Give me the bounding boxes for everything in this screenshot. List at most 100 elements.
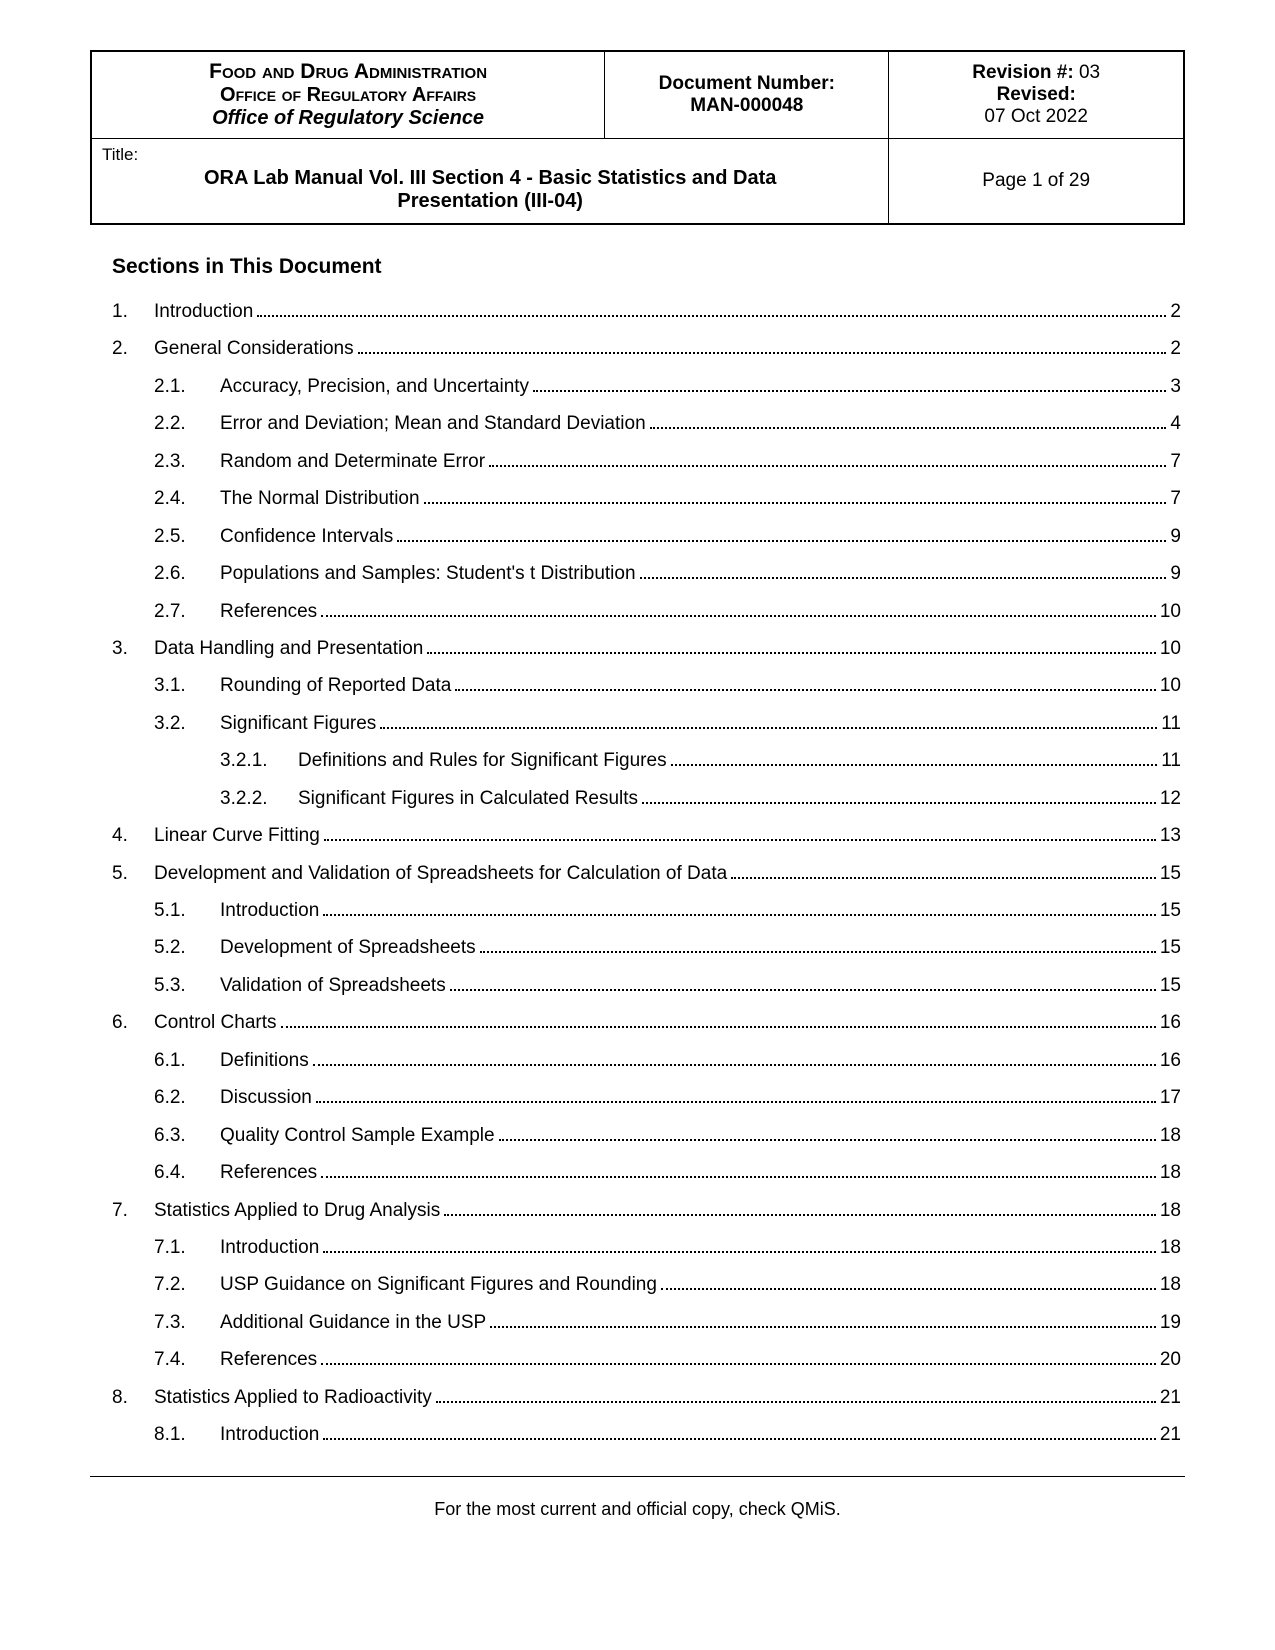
toc-entry[interactable]: 2.3.Random and Determinate Error7 [112,447,1181,476]
toc-number: 3. [112,634,154,663]
toc-page-number: 3 [1170,372,1181,401]
toc-leader-dots [444,1198,1156,1215]
toc-entry[interactable]: 2.6.Populations and Samples: Student's t… [112,559,1181,588]
toc-leader-dots [650,412,1167,429]
toc-entry[interactable]: 3.2.1.Definitions and Rules for Signific… [112,746,1181,775]
toc-entry[interactable]: 2.4.The Normal Distribution7 [112,484,1181,513]
toc-page-number: 18 [1160,1121,1181,1150]
toc-page-number: 21 [1160,1383,1181,1412]
toc-entry[interactable]: 3.2.Significant Figures11 [112,709,1181,738]
toc-entry[interactable]: 6.1.Definitions16 [112,1046,1181,1075]
toc-leader-dots [358,337,1167,354]
toc-entry[interactable]: 5.Development and Validation of Spreadsh… [112,859,1181,888]
toc-entry[interactable]: 8.Statistics Applied to Radioactivity21 [112,1383,1181,1412]
toc-page-number: 9 [1170,522,1181,551]
toc-number: 1. [112,297,154,326]
doc-number-value: MAN-000048 [617,95,876,117]
toc-number: 6.1. [154,1046,220,1075]
toc-page-number: 17 [1160,1083,1181,1112]
toc-entry[interactable]: 7.2.USP Guidance on Significant Figures … [112,1270,1181,1299]
toc-leader-dots [427,637,1156,654]
title-label: Title: [102,145,878,165]
toc-leader-dots [321,1161,1156,1178]
toc-number: 3.2.2. [220,784,298,813]
toc-entry[interactable]: 3.1.Rounding of Reported Data 10 [112,671,1181,700]
toc-number: 3.2. [154,709,220,738]
toc-title: Populations and Samples: Student's t Dis… [220,559,636,588]
toc-leader-dots [323,1236,1156,1253]
toc-entry[interactable]: 2.2.Error and Deviation; Mean and Standa… [112,409,1181,438]
toc-page-number: 10 [1160,597,1181,626]
toc-page-number: 18 [1160,1270,1181,1299]
toc-leader-dots [323,899,1156,916]
toc-leader-dots [480,936,1156,953]
document-title: ORA Lab Manual Vol. III Section 4 - Basi… [102,167,878,213]
toc-title: Error and Deviation; Mean and Standard D… [220,409,646,438]
toc-number: 2.5. [154,522,220,551]
toc-entry[interactable]: 4.Linear Curve Fitting13 [112,821,1181,850]
toc-entry[interactable]: 2.1.Accuracy, Precision, and Uncertainty… [112,372,1181,401]
toc-leader-dots [450,974,1156,991]
title-cell: Title: ORA Lab Manual Vol. III Section 4… [91,139,889,225]
toc-entry[interactable]: 3.Data Handling and Presentation10 [112,634,1181,663]
revised-label: Revised: [901,84,1171,106]
toc-entry[interactable]: 7.3.Additional Guidance in the USP19 [112,1308,1181,1337]
toc-leader-dots [455,674,1156,691]
toc-entry[interactable]: 3.2.2.Significant Figures in Calculated … [112,784,1181,813]
toc-leader-dots [313,1049,1156,1066]
toc-page-number: 21 [1160,1420,1181,1449]
toc-entry[interactable]: 2.5.Confidence Intervals 9 [112,522,1181,551]
toc-entry[interactable]: 7.4.References20 [112,1345,1181,1374]
sections-heading: Sections in This Document [112,255,1185,279]
toc-page-number: 11 [1161,746,1181,775]
toc-title: Confidence Intervals [220,522,393,551]
revision-line: Revision #: 03 [901,62,1171,84]
toc-entry[interactable]: 7.Statistics Applied to Drug Analysis18 [112,1196,1181,1225]
toc-leader-dots [661,1273,1156,1290]
toc-number: 3.1. [154,671,220,700]
toc-number: 7.4. [154,1345,220,1374]
toc-leader-dots [499,1124,1156,1141]
toc-page-number: 2 [1170,297,1181,326]
toc-title: Linear Curve Fitting [154,821,320,850]
toc-title: Statistics Applied to Radioactivity [154,1383,432,1412]
footer-rule [90,1476,1185,1477]
toc-title: Significant Figures [220,709,376,738]
toc-entry[interactable]: 2.7.References10 [112,597,1181,626]
toc-number: 3.2.1. [220,746,298,775]
toc-title: Development and Validation of Spreadshee… [154,859,727,888]
toc-page-number: 10 [1160,671,1181,700]
toc-leader-dots [397,525,1166,542]
toc-entry[interactable]: 5.2.Development of Spreadsheets15 [112,933,1181,962]
org-cell: Food and Drug Administration Office of R… [91,51,605,139]
toc-entry[interactable]: 8.1.Introduction21 [112,1420,1181,1449]
toc-page-number: 18 [1160,1233,1181,1262]
toc-entry[interactable]: 5.3.Validation of Spreadsheets15 [112,971,1181,1000]
toc-page-number: 7 [1170,484,1181,513]
toc-number: 5.1. [154,896,220,925]
toc-number: 7.1. [154,1233,220,1262]
toc-entry[interactable]: 2.General Considerations2 [112,334,1181,363]
toc-title: Data Handling and Presentation [154,634,423,663]
toc-page-number: 15 [1160,859,1181,888]
revision-label: Revision #: [972,62,1073,83]
toc-entry[interactable]: 6.4.References18 [112,1158,1181,1187]
toc-leader-dots [436,1386,1156,1403]
toc-title: Quality Control Sample Example [220,1121,495,1150]
org-line2: Office of Regulatory Affairs [104,84,592,107]
toc-entry[interactable]: 1.Introduction2 [112,297,1181,326]
toc-entry[interactable]: 6.Control Charts16 [112,1008,1181,1037]
toc-entry[interactable]: 7.1.Introduction18 [112,1233,1181,1262]
toc-entry[interactable]: 6.3.Quality Control Sample Example18 [112,1121,1181,1150]
toc-entry[interactable]: 5.1.Introduction15 [112,896,1181,925]
toc-leader-dots [380,712,1157,729]
toc-title: Rounding of Reported Data [220,671,451,700]
document-header-table: Food and Drug Administration Office of R… [90,50,1185,225]
toc-leader-dots [731,861,1156,878]
toc-leader-dots [316,1086,1156,1103]
toc-number: 2.1. [154,372,220,401]
toc-entry[interactable]: 6.2.Discussion17 [112,1083,1181,1112]
toc-leader-dots [533,375,1166,392]
toc-page-number: 15 [1160,896,1181,925]
toc-number: 6. [112,1008,154,1037]
